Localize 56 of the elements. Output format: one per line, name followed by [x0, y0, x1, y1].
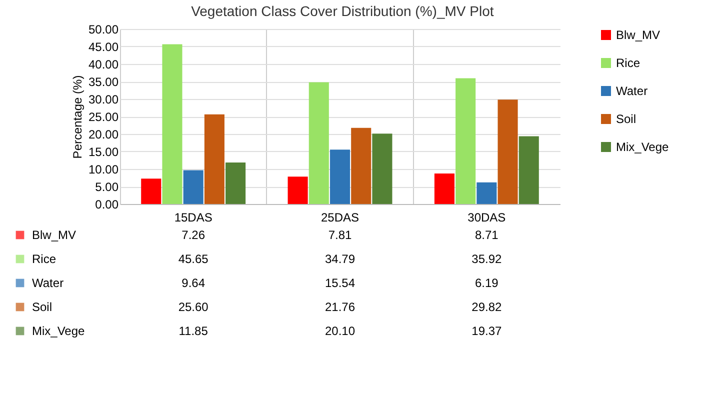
chart-title: Vegetation Class Cover Distribution (%)_MV Plot: [191, 3, 494, 19]
bar: [226, 162, 246, 204]
data-label: 15.54: [324, 276, 356, 290]
data-label: 25.60: [178, 300, 209, 314]
bar: [456, 78, 476, 204]
bar: [476, 182, 497, 204]
data-label: 29.82: [472, 300, 502, 314]
x-tick-label: 25DAS: [320, 210, 360, 224]
data-label: 11.85: [178, 324, 208, 338]
text: Water: [32, 276, 64, 290]
bar: [434, 174, 454, 204]
data-label: 34.79: [324, 252, 356, 266]
data-label: 45.65: [178, 252, 209, 266]
data-label: 21.76: [324, 300, 356, 314]
bar: [498, 100, 518, 204]
legend-label: Mix_Vege: [616, 140, 670, 154]
y-tick-label: 15.00: [88, 145, 119, 159]
legend-label: Soil: [616, 112, 636, 126]
data-label: 19.37: [472, 324, 502, 338]
x-tick-label: 15DAS: [174, 210, 212, 224]
y-tick-label: 20.00: [88, 128, 119, 142]
bar: [330, 150, 350, 204]
legend-label: Water: [616, 84, 648, 98]
bar: [183, 170, 204, 204]
bar: [141, 178, 162, 204]
y-tick-label: 5.00: [95, 180, 119, 194]
text: Rice: [616, 56, 640, 70]
data-label: 8.71: [474, 228, 499, 242]
bar: [351, 128, 372, 204]
data-label: 7.26: [182, 228, 206, 242]
data-label: 35.92: [472, 252, 502, 266]
text: Mix_Vege: [32, 324, 85, 338]
bar: [518, 136, 539, 204]
y-tick-label: 30.00: [88, 92, 119, 106]
data-label: 9.64: [182, 276, 206, 290]
y-tick-label: 10.00: [88, 162, 119, 176]
data-label: 6.19: [474, 276, 499, 290]
text: Soil: [32, 300, 52, 314]
legend-label: Blw_MV: [32, 228, 76, 242]
bar: [308, 82, 329, 204]
y-tick-label: 25.00: [88, 110, 119, 124]
y-tick-label: 40.00: [88, 58, 119, 72]
y-tick-label: 50.00: [88, 22, 119, 36]
bar: [288, 176, 308, 204]
data-label: 7.81: [328, 228, 352, 242]
y-tick-label: 45.00: [88, 40, 119, 54]
y-axis-title: Percentage (%): [70, 75, 84, 159]
bar: [372, 134, 392, 204]
bar: [162, 44, 182, 204]
bar: [204, 114, 224, 204]
x-tick-label: 30DAS: [468, 210, 506, 224]
y-tick-label: 0.00: [95, 198, 119, 212]
text: Blw_MV: [616, 28, 660, 42]
data-label: 20.10: [324, 324, 356, 338]
y-tick-label: 35.00: [88, 75, 119, 89]
legend-label: Rice: [32, 252, 56, 266]
